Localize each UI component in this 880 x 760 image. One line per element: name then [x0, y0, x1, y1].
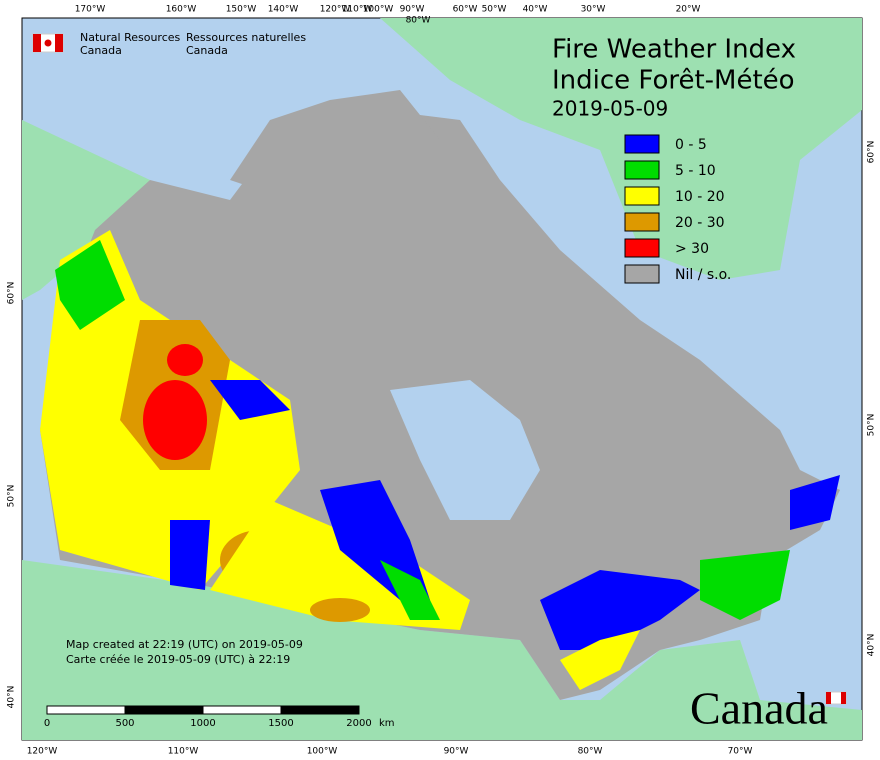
- arctic-islands: [230, 90, 440, 210]
- fwi-zone-0-5: [790, 475, 840, 530]
- fwi-zone-0-5: [210, 380, 290, 420]
- legend-label: 20 - 30: [675, 215, 725, 231]
- lon-label: 90°W: [444, 747, 469, 757]
- legend: 0 - 5 5 - 10 10 - 20 20 - 30 > 30 Nil / s.o.: [624, 134, 731, 284]
- flag-band: [55, 34, 63, 52]
- flag-band: [826, 692, 831, 704]
- alaska: [22, 120, 150, 300]
- scale-unit: km: [379, 718, 395, 729]
- legend-label: 0 - 5: [675, 137, 707, 153]
- flag-leaf: [44, 39, 52, 47]
- hudson-bay: [390, 380, 540, 520]
- scale-label: 0: [44, 718, 50, 729]
- lon-label: 170°W: [75, 5, 106, 15]
- legend-swatch: [624, 238, 660, 258]
- lon-label: 30°W: [581, 5, 606, 15]
- lat-label: 40°N: [867, 634, 877, 657]
- scale-label: 2000: [346, 718, 371, 729]
- scale-label: 500: [115, 718, 134, 729]
- lat-label: 50°N: [867, 414, 877, 437]
- scale-segment: [124, 705, 204, 715]
- fwi-zone-0-5: [170, 520, 210, 590]
- lon-label: 150°W: [226, 5, 257, 15]
- lon-label: 100°W: [307, 747, 338, 757]
- org-fr: Canada: [186, 44, 228, 57]
- fwi-zone-5-10: [380, 560, 440, 620]
- legend-swatch: [624, 134, 660, 154]
- lon-label: 80°W: [406, 16, 431, 26]
- lon-label: 100°W: [363, 5, 394, 15]
- lat-label: 40°N: [7, 686, 17, 709]
- legend-swatch: [624, 160, 660, 180]
- fwi-zone-20-30: [310, 598, 370, 622]
- org-en: Natural Resources: [80, 31, 181, 44]
- fwi-zone-5-10: [55, 240, 125, 330]
- lon-label: 110°W: [168, 747, 199, 757]
- lon-label: 90°W: [400, 5, 425, 15]
- fwi-zone-over-30: [167, 344, 203, 376]
- greenland: [380, 18, 862, 280]
- lon-label: 20°W: [676, 5, 701, 15]
- legend-label: 10 - 20: [675, 189, 725, 205]
- legend-label: 5 - 10: [675, 163, 716, 179]
- fwi-zone-over-30: [143, 380, 207, 460]
- scale-segment: [46, 705, 126, 715]
- fwi-zone-0-5: [320, 480, 430, 600]
- lon-label: 50°W: [482, 5, 507, 15]
- title-en: Fire Weather Index: [552, 35, 796, 65]
- scale-segment: [280, 705, 360, 715]
- created-fr: Carte créée le 2019-05-09 (UTC) à 22:19: [66, 653, 290, 666]
- org-fr: Ressources naturelles: [186, 31, 306, 44]
- legend-swatch: [624, 186, 660, 206]
- legend-swatch: [624, 264, 660, 284]
- fwi-zone-5-10: [700, 550, 790, 620]
- scale-bar: 0 500 1000 1500 2000 km: [44, 705, 395, 729]
- lon-label: 120°W: [27, 747, 58, 757]
- lon-label: 60°W: [453, 5, 478, 15]
- legend-label: > 30: [675, 241, 709, 257]
- created-en: Map created at 22:19 (UTC) on 2019-05-09: [66, 638, 303, 651]
- fwi-zone-0-5: [540, 570, 700, 650]
- lon-label: 40°W: [523, 5, 548, 15]
- lat-label: 50°N: [7, 485, 17, 508]
- usa: [22, 560, 862, 740]
- wordmark: Canada: [690, 683, 828, 734]
- lon-label: 160°W: [166, 5, 197, 15]
- legend-label: Nil / s.o.: [675, 267, 731, 283]
- lon-label: 70°W: [728, 747, 753, 757]
- lon-label: 120°W: [320, 5, 351, 15]
- lon-label: 140°W: [268, 5, 299, 15]
- lat-label: 60°N: [867, 141, 877, 164]
- title-fr: Indice Forêt-Météo: [552, 66, 795, 96]
- scale-label: 1500: [268, 718, 293, 729]
- flag-band: [33, 34, 41, 52]
- lon-label: 110°W: [342, 5, 373, 15]
- lon-label: 80°W: [578, 747, 603, 757]
- fwi-zone-10-20: [560, 630, 640, 690]
- lat-label: 60°N: [7, 282, 17, 305]
- flag-band: [841, 692, 846, 704]
- date: 2019-05-09: [552, 97, 668, 121]
- scale-segment: [202, 705, 282, 715]
- org-en: Canada: [80, 44, 122, 57]
- legend-swatch: [624, 212, 660, 232]
- scale-label: 1000: [190, 718, 215, 729]
